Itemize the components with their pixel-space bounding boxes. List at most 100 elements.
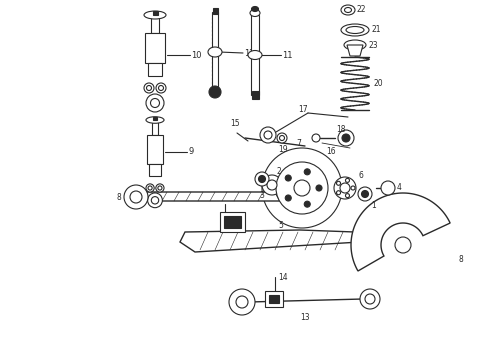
- Circle shape: [345, 179, 349, 183]
- Text: 14: 14: [278, 273, 288, 282]
- Ellipse shape: [156, 83, 166, 93]
- Bar: [213, 8, 218, 14]
- Bar: [251, 15, 259, 95]
- Circle shape: [338, 130, 354, 146]
- Text: 18: 18: [336, 126, 345, 135]
- Circle shape: [345, 194, 349, 198]
- Text: 9: 9: [188, 148, 193, 157]
- Ellipse shape: [267, 180, 277, 190]
- Ellipse shape: [148, 186, 152, 190]
- Ellipse shape: [151, 197, 159, 204]
- Circle shape: [304, 201, 310, 207]
- Circle shape: [276, 162, 328, 214]
- Ellipse shape: [334, 177, 356, 199]
- Bar: [147, 135, 163, 164]
- Ellipse shape: [208, 47, 222, 57]
- Circle shape: [342, 134, 350, 142]
- Circle shape: [381, 181, 395, 195]
- Circle shape: [362, 190, 368, 198]
- Bar: [220, 212, 245, 232]
- Text: 20: 20: [373, 80, 383, 89]
- Text: 3: 3: [259, 190, 264, 199]
- Ellipse shape: [144, 11, 166, 19]
- Circle shape: [262, 148, 342, 228]
- Text: 16: 16: [326, 148, 336, 157]
- Ellipse shape: [150, 99, 160, 108]
- Bar: [212, 12, 218, 92]
- Ellipse shape: [279, 135, 285, 140]
- Circle shape: [304, 169, 310, 175]
- Ellipse shape: [277, 133, 287, 143]
- Text: 15: 15: [230, 120, 240, 129]
- Ellipse shape: [146, 184, 154, 192]
- Ellipse shape: [147, 193, 162, 208]
- Polygon shape: [347, 45, 363, 56]
- Ellipse shape: [146, 94, 164, 112]
- Ellipse shape: [264, 131, 272, 139]
- Polygon shape: [180, 230, 360, 252]
- Ellipse shape: [147, 85, 151, 90]
- Circle shape: [124, 185, 148, 209]
- Text: 10: 10: [191, 50, 201, 59]
- Ellipse shape: [346, 27, 364, 33]
- Ellipse shape: [341, 5, 355, 15]
- Ellipse shape: [340, 183, 350, 193]
- Ellipse shape: [158, 186, 162, 190]
- Ellipse shape: [156, 184, 164, 192]
- Ellipse shape: [146, 117, 164, 123]
- Bar: [251, 91, 259, 99]
- Ellipse shape: [158, 85, 164, 90]
- Text: 13: 13: [300, 314, 310, 323]
- Ellipse shape: [260, 127, 276, 143]
- Circle shape: [358, 187, 372, 201]
- Circle shape: [316, 185, 322, 191]
- Text: 11: 11: [282, 50, 293, 59]
- Circle shape: [337, 181, 341, 185]
- Circle shape: [365, 294, 375, 304]
- Ellipse shape: [144, 83, 154, 93]
- Ellipse shape: [248, 50, 262, 59]
- Text: 6: 6: [358, 171, 363, 180]
- Text: 5: 5: [278, 220, 283, 230]
- Ellipse shape: [312, 134, 320, 142]
- Bar: [152, 11, 157, 15]
- Circle shape: [236, 296, 248, 308]
- Text: 17: 17: [298, 104, 308, 113]
- Text: 23: 23: [368, 40, 378, 49]
- Circle shape: [351, 186, 355, 190]
- Text: 22: 22: [356, 4, 366, 13]
- Circle shape: [294, 180, 310, 196]
- Text: 7: 7: [296, 139, 301, 148]
- Bar: [153, 117, 157, 120]
- Text: 12: 12: [244, 49, 254, 58]
- Bar: [265, 291, 283, 307]
- Bar: [269, 295, 279, 303]
- Ellipse shape: [250, 9, 260, 17]
- Bar: [148, 63, 162, 76]
- Circle shape: [229, 289, 255, 315]
- Circle shape: [255, 172, 269, 186]
- Bar: [152, 120, 158, 135]
- Ellipse shape: [341, 24, 369, 36]
- Polygon shape: [351, 193, 450, 271]
- Text: 8: 8: [117, 193, 124, 202]
- Circle shape: [130, 191, 142, 203]
- Ellipse shape: [262, 175, 282, 195]
- Text: 4: 4: [397, 183, 402, 192]
- Ellipse shape: [251, 6, 259, 12]
- Circle shape: [209, 86, 221, 98]
- Circle shape: [285, 195, 291, 201]
- Circle shape: [285, 175, 291, 181]
- Bar: [224, 216, 241, 228]
- Bar: [145, 33, 165, 63]
- Bar: [149, 164, 161, 176]
- Text: 1: 1: [371, 202, 376, 211]
- Ellipse shape: [344, 8, 351, 13]
- Polygon shape: [142, 192, 280, 201]
- Text: 19: 19: [278, 144, 288, 153]
- Bar: [151, 15, 159, 33]
- Text: 2: 2: [276, 166, 281, 175]
- Text: 8: 8: [458, 256, 463, 265]
- Circle shape: [395, 237, 411, 253]
- Circle shape: [259, 175, 266, 183]
